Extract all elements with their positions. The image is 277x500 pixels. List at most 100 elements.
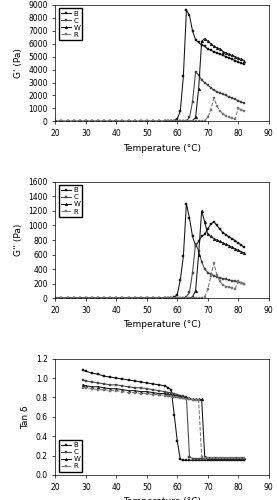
- B: [54, 295, 57, 301]
- R: [121, 388, 124, 394]
- C: [230, 95, 234, 101]
- R: [197, 118, 200, 124]
- W: [203, 36, 206, 42]
- B: [145, 118, 148, 124]
- C: [237, 456, 240, 462]
- Line: B: B: [54, 9, 246, 122]
- C: [179, 295, 182, 301]
- C: [221, 276, 225, 281]
- R: [191, 398, 194, 404]
- C: [78, 118, 81, 124]
- B: [163, 118, 167, 124]
- R: [212, 454, 216, 460]
- W: [81, 382, 84, 388]
- B: [191, 458, 194, 464]
- B: [243, 244, 246, 250]
- B: [179, 108, 182, 114]
- R: [237, 106, 240, 112]
- W: [227, 243, 231, 249]
- B: [227, 55, 231, 61]
- R: [121, 295, 124, 301]
- W: [230, 52, 234, 59]
- R: [227, 114, 231, 120]
- R: [234, 116, 237, 122]
- C: [203, 456, 206, 462]
- R: [133, 295, 136, 301]
- C: [191, 99, 194, 105]
- R: [203, 118, 206, 124]
- R: [78, 295, 81, 301]
- B: [194, 37, 197, 43]
- B: [224, 458, 228, 464]
- R: [115, 295, 118, 301]
- W: [173, 392, 176, 398]
- B: [166, 118, 170, 124]
- R: [145, 295, 148, 301]
- R: [151, 118, 155, 124]
- W: [215, 454, 219, 460]
- W: [96, 295, 100, 301]
- C: [81, 377, 84, 383]
- Line: W: W: [54, 37, 246, 122]
- W: [139, 118, 142, 124]
- C: [188, 454, 191, 460]
- R: [173, 295, 176, 301]
- C: [90, 295, 94, 301]
- C: [203, 80, 206, 86]
- B: [176, 292, 179, 298]
- B: [200, 234, 203, 239]
- R: [109, 295, 112, 301]
- W: [243, 250, 246, 256]
- W: [102, 295, 106, 301]
- R: [166, 118, 170, 124]
- R: [102, 118, 106, 124]
- B: [139, 118, 142, 124]
- R: [224, 284, 228, 290]
- B: [218, 458, 222, 464]
- R: [157, 118, 161, 124]
- R: [66, 295, 69, 301]
- B: [209, 47, 212, 53]
- B: [243, 62, 246, 68]
- R: [221, 454, 225, 460]
- W: [66, 295, 69, 301]
- C: [212, 88, 216, 94]
- C: [197, 456, 200, 462]
- W: [197, 86, 200, 92]
- C: [212, 456, 216, 462]
- R: [90, 386, 94, 392]
- C: [191, 270, 194, 276]
- B: [170, 118, 173, 124]
- R: [90, 118, 94, 124]
- B: [72, 295, 75, 301]
- Y-axis label: G'' (Pa): G'' (Pa): [14, 224, 23, 256]
- B: [230, 458, 234, 464]
- C: [215, 274, 219, 280]
- B: [243, 458, 246, 464]
- C: [109, 295, 112, 301]
- R: [179, 118, 182, 124]
- C: [209, 84, 212, 90]
- R: [109, 388, 112, 394]
- C: [176, 392, 179, 398]
- R: [54, 295, 57, 301]
- C: [188, 290, 191, 296]
- R: [163, 295, 167, 301]
- R: [151, 392, 155, 398]
- C: [218, 456, 222, 462]
- W: [151, 118, 155, 124]
- B: [206, 46, 209, 52]
- C: [240, 456, 243, 462]
- R: [200, 118, 203, 124]
- R: [60, 295, 63, 301]
- R: [157, 295, 161, 301]
- C: [182, 118, 185, 124]
- W: [60, 118, 63, 124]
- C: [84, 118, 88, 124]
- B: [84, 368, 88, 374]
- C: [115, 295, 118, 301]
- W: [176, 295, 179, 301]
- C: [84, 295, 88, 301]
- C: [133, 384, 136, 390]
- C: [200, 259, 203, 265]
